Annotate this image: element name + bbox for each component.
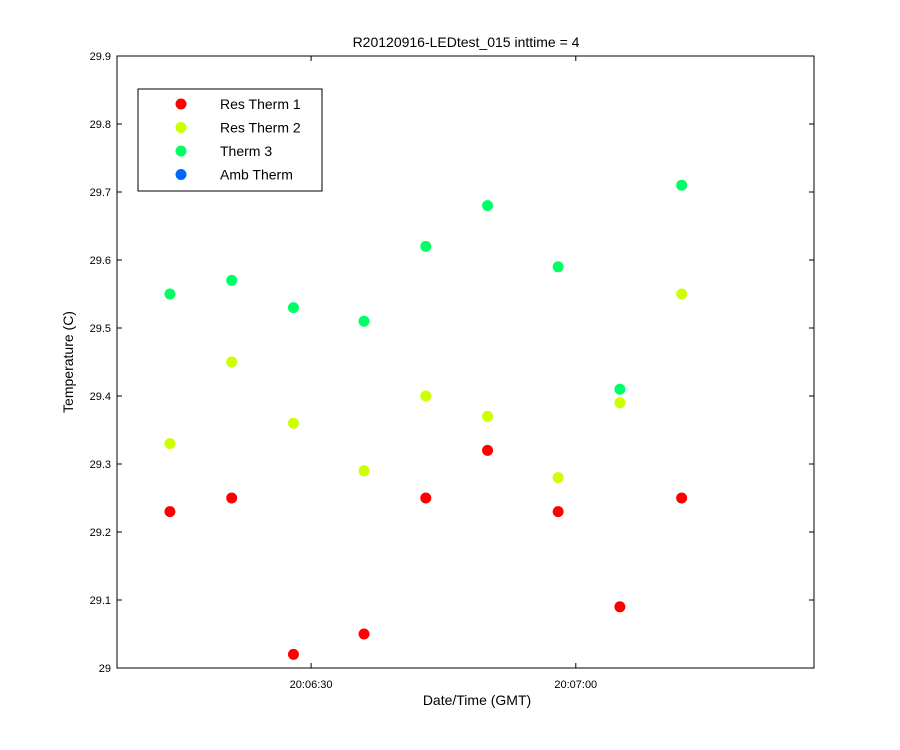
data-point <box>482 410 494 422</box>
legend-box <box>137 88 323 192</box>
data-point <box>614 397 626 409</box>
data-point <box>676 492 688 504</box>
legend-marker <box>175 145 187 157</box>
data-point <box>358 628 370 640</box>
data-point <box>287 302 299 314</box>
y-axis-label: Temperature (C) <box>60 311 76 413</box>
y-tick-label: 29.4 <box>90 391 111 403</box>
y-tick-label: 29.2 <box>90 527 111 539</box>
y-tick-label: 29.8 <box>90 119 111 131</box>
data-point <box>552 506 564 518</box>
data-point <box>164 506 176 518</box>
legend-label: Amb Therm <box>220 167 293 183</box>
chart-title: R20120916-LEDtest_015 inttime = 4 <box>353 34 580 50</box>
y-tick-label: 29.3 <box>90 459 111 471</box>
y-tick-label: 29.5 <box>90 323 111 335</box>
y-tick-label: 29.6 <box>90 255 111 267</box>
y-tick-label: 29.1 <box>90 595 111 607</box>
x-axis-label: Date/Time (GMT) <box>423 692 531 708</box>
legend-marker <box>175 122 187 133</box>
data-points <box>164 179 688 660</box>
data-point <box>358 315 370 327</box>
legend-marker <box>175 98 187 110</box>
data-point <box>420 240 432 252</box>
axis-ticks: 29 29.1 29.2 29.3 29.4 29.5 29.6 29.7 29.8 29.9 20… <box>90 51 814 691</box>
data-point <box>287 648 299 660</box>
legend-label: Res Therm 2 <box>220 120 301 136</box>
data-point <box>226 356 238 368</box>
data-point <box>676 179 688 191</box>
y-tick-label: 29 <box>99 663 111 675</box>
x-tick-label: 20:07:00 <box>554 679 597 691</box>
data-point <box>420 492 432 504</box>
x-tick-label: 20:06:30 <box>290 679 333 691</box>
y-tick-label: 29.7 <box>90 187 111 199</box>
data-point <box>676 288 688 300</box>
data-point <box>226 492 238 504</box>
data-point <box>358 465 370 477</box>
data-point <box>614 383 626 395</box>
data-point <box>287 417 299 429</box>
data-point <box>226 274 238 286</box>
data-point <box>552 261 564 273</box>
data-point <box>420 390 432 402</box>
data-point <box>482 200 494 212</box>
legend-label: Res Therm 1 <box>220 96 301 112</box>
data-point <box>482 444 494 456</box>
legend-label: Therm 3 <box>220 143 272 159</box>
data-point <box>614 601 626 613</box>
data-point <box>164 288 176 300</box>
data-point <box>164 438 176 450</box>
legend-marker <box>175 169 187 180</box>
legend: Res Therm 1 Res Therm 2 Therm 3 Amb Therm <box>137 88 323 192</box>
y-tick-label: 29.9 <box>90 51 111 63</box>
data-point <box>552 472 564 484</box>
